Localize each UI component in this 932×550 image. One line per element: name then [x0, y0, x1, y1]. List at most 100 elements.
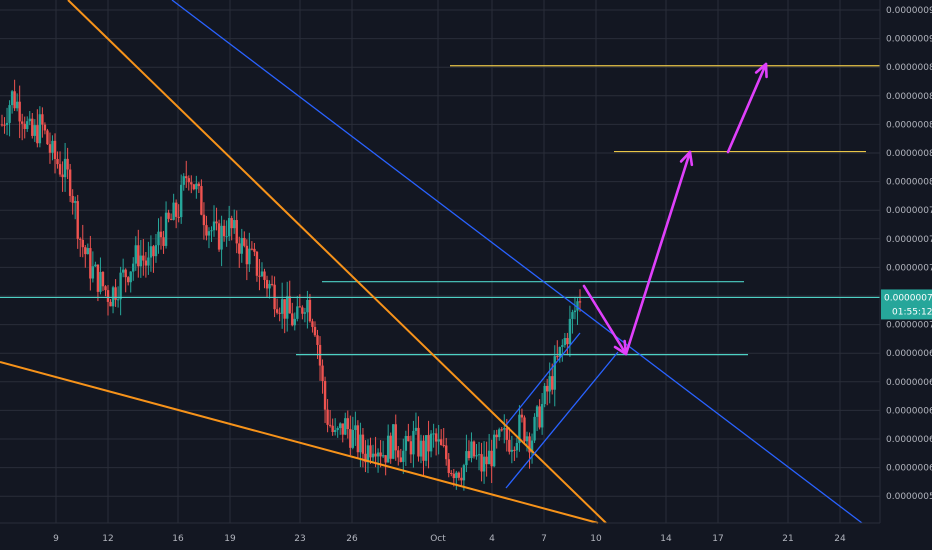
candle-body — [243, 237, 246, 246]
candle-body — [371, 453, 375, 458]
candle-body — [63, 158, 67, 178]
y-tick-label: 0.00000088 — [886, 63, 932, 73]
candle-body — [3, 124, 6, 126]
candle-body — [66, 158, 69, 170]
candle-body — [424, 435, 428, 461]
candle-body — [447, 459, 450, 473]
candle-body — [20, 121, 24, 124]
candle-body — [134, 245, 137, 264]
orange-support-line — [0, 361, 599, 524]
candle-body — [248, 248, 251, 265]
candle-body — [528, 436, 531, 453]
y-tick-label: 0.00000066 — [886, 378, 932, 388]
candle-body — [306, 299, 309, 313]
candle-body — [392, 424, 395, 459]
candle-body — [308, 299, 312, 322]
candle-body — [240, 237, 243, 254]
candle-body — [429, 433, 433, 452]
candle-body — [225, 236, 228, 238]
candle-body — [450, 472, 453, 474]
candle-body — [245, 245, 249, 265]
x-axis-labels: 9 12 16 19 23 26 Oct 4 7 10 14 17 21 24 — [53, 534, 846, 544]
grid-lines — [0, 0, 880, 523]
candle-body — [376, 452, 380, 457]
x-tick-label: 17 — [712, 534, 723, 544]
candle-body — [462, 465, 466, 481]
arrow-head — [754, 62, 768, 79]
candle-body — [31, 118, 34, 136]
orange-resistance-line — [67, 0, 607, 524]
candle-body — [227, 218, 231, 237]
candle-body — [129, 271, 132, 283]
candle-body — [84, 247, 87, 255]
y-tick-label: 0.00000086 — [886, 92, 932, 102]
candle-body — [127, 277, 130, 283]
candle-body — [253, 248, 256, 252]
candle-body — [321, 365, 324, 382]
y-tick-label: 0.00000076 — [886, 235, 932, 245]
candle-body — [154, 245, 158, 257]
candle-body — [303, 312, 307, 314]
price-badge-box — [881, 289, 932, 320]
blue-channel-lower — [505, 351, 619, 489]
candle-body — [394, 424, 397, 451]
candle-body — [505, 428, 509, 440]
candle-body — [369, 445, 372, 458]
candle-body — [46, 130, 49, 145]
price-badge-value: 0.00000072 — [884, 293, 932, 303]
candle-body — [573, 310, 577, 313]
candle-body — [553, 356, 556, 390]
candle-body — [38, 114, 42, 144]
candle-body — [500, 429, 503, 431]
candle-body — [278, 312, 281, 314]
candle-body — [286, 296, 289, 319]
candle-body — [386, 435, 390, 463]
candle-body — [558, 346, 562, 357]
arrow-shaft — [582, 284, 628, 356]
candle-body — [389, 435, 392, 459]
candle-body — [212, 221, 216, 231]
candle-body — [18, 101, 21, 122]
candle-body — [366, 445, 370, 463]
candle-body — [28, 118, 31, 122]
candle-body — [513, 449, 516, 451]
candle-body — [485, 456, 488, 465]
candle-body — [475, 455, 478, 457]
candle-body — [51, 140, 54, 153]
candle-body — [323, 381, 327, 410]
candle-body — [540, 404, 544, 428]
price-badge-countdown: 01:55:12 — [892, 307, 932, 317]
candle-body — [233, 220, 236, 229]
candle-body — [417, 427, 420, 457]
candle-body — [359, 434, 362, 453]
candle-body — [311, 321, 314, 327]
candle-body — [364, 453, 367, 463]
price-badge: 0.00000072 01:55:12 — [881, 289, 932, 320]
candle-body — [48, 144, 52, 153]
candle-body — [265, 279, 269, 289]
candle-body — [190, 182, 193, 185]
candle-body — [101, 271, 105, 287]
candle-body — [207, 231, 211, 236]
x-tick-label: Oct — [430, 534, 446, 544]
candle-body — [124, 269, 127, 278]
candle-body — [538, 406, 541, 428]
candle-body — [10, 91, 14, 106]
candle-body — [467, 451, 471, 459]
candle-body — [167, 212, 170, 219]
candle-body — [523, 417, 526, 442]
candle-body — [73, 201, 77, 203]
candle-body — [331, 425, 334, 432]
candle-body — [510, 449, 514, 452]
candle-body — [495, 434, 498, 438]
candle-body — [250, 248, 254, 250]
candle-body — [548, 376, 551, 392]
candle-body — [561, 345, 564, 347]
candle-body — [316, 335, 319, 345]
candle-body — [152, 246, 155, 257]
candle-body — [437, 439, 440, 442]
candle-body — [205, 225, 208, 236]
candle-body — [164, 212, 168, 246]
